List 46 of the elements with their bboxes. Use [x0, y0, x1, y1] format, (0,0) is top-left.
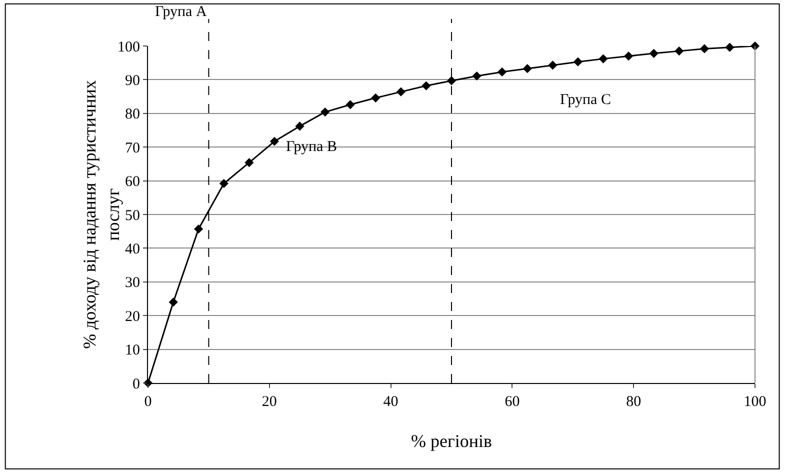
annotation: Група C	[560, 92, 611, 108]
y-tick-label: 90	[125, 72, 140, 89]
point	[498, 67, 507, 76]
point	[270, 136, 279, 146]
y-tick-label: 80	[125, 106, 140, 123]
point	[244, 158, 254, 168]
y-tick-label: 100	[118, 39, 140, 56]
annotation: Група B	[286, 139, 337, 155]
point	[472, 71, 482, 81]
x-tick-label: 100	[744, 394, 766, 410]
point	[649, 48, 658, 58]
point	[624, 52, 634, 61]
x-tick-label: 60	[504, 394, 520, 410]
x-tick-label: 80	[626, 394, 642, 410]
x-tick-label: 0	[144, 394, 152, 410]
y-tick-label: 40	[125, 241, 140, 258]
x-tick-label: 40	[383, 394, 398, 410]
point	[295, 122, 304, 131]
point	[422, 81, 431, 90]
x-axis-title: % регіонів	[411, 431, 492, 452]
point	[194, 224, 204, 234]
point	[446, 76, 456, 86]
point	[598, 54, 608, 64]
point	[320, 108, 330, 117]
x-tick-label: 20	[262, 394, 277, 410]
text: Група A	[155, 4, 207, 20]
y-tick-label: 30	[125, 275, 140, 292]
point	[396, 87, 406, 96]
point	[750, 41, 760, 51]
point	[725, 42, 734, 52]
point	[371, 93, 380, 102]
point	[674, 46, 684, 56]
y-tick-label: 70	[125, 140, 140, 156]
y-tick-label: 20	[125, 308, 140, 325]
point	[522, 64, 532, 74]
y-tick-label: 60	[125, 174, 140, 190]
point	[573, 57, 582, 66]
point	[346, 100, 355, 110]
y-tick-label: 10	[125, 342, 140, 359]
point	[219, 178, 228, 188]
y-tick-label: 50	[125, 208, 140, 224]
point	[700, 44, 709, 54]
y-axis-title: % доходу від надання туристичних послуг	[80, 80, 123, 349]
point	[548, 60, 558, 70]
y-tick-label: 0	[132, 376, 140, 392]
point	[168, 298, 178, 307]
